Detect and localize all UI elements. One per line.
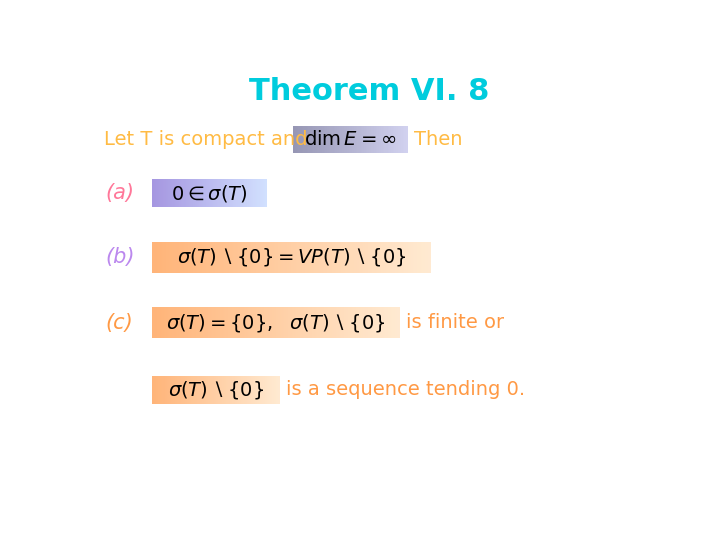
Text: (a): (a) xyxy=(106,184,135,204)
Text: $\dim E = \infty$: $\dim E = \infty$ xyxy=(304,130,397,149)
Text: Theorem VI. 8: Theorem VI. 8 xyxy=(249,77,489,106)
Text: Let T is compact and: Let T is compact and xyxy=(104,130,307,149)
Text: $\sigma(T) \setminus \{0\}$: $\sigma(T) \setminus \{0\}$ xyxy=(168,379,264,401)
Text: (c): (c) xyxy=(106,313,133,333)
Text: $\sigma(T) \setminus \{0\} = VP(T) \setminus \{0\}$: $\sigma(T) \setminus \{0\} = VP(T) \setm… xyxy=(176,246,406,268)
Text: is finite or: is finite or xyxy=(406,313,504,332)
Text: $\sigma(T) = \{0\},\ \ \sigma(T) \setminus \{0\}$: $\sigma(T) = \{0\},\ \ \sigma(T) \setmin… xyxy=(166,312,386,334)
Text: $0 \in \sigma(T)$: $0 \in \sigma(T)$ xyxy=(171,183,248,204)
Text: (b): (b) xyxy=(106,247,135,267)
Text: is a sequence tending 0.: is a sequence tending 0. xyxy=(286,380,525,399)
Text: Then: Then xyxy=(414,130,462,149)
